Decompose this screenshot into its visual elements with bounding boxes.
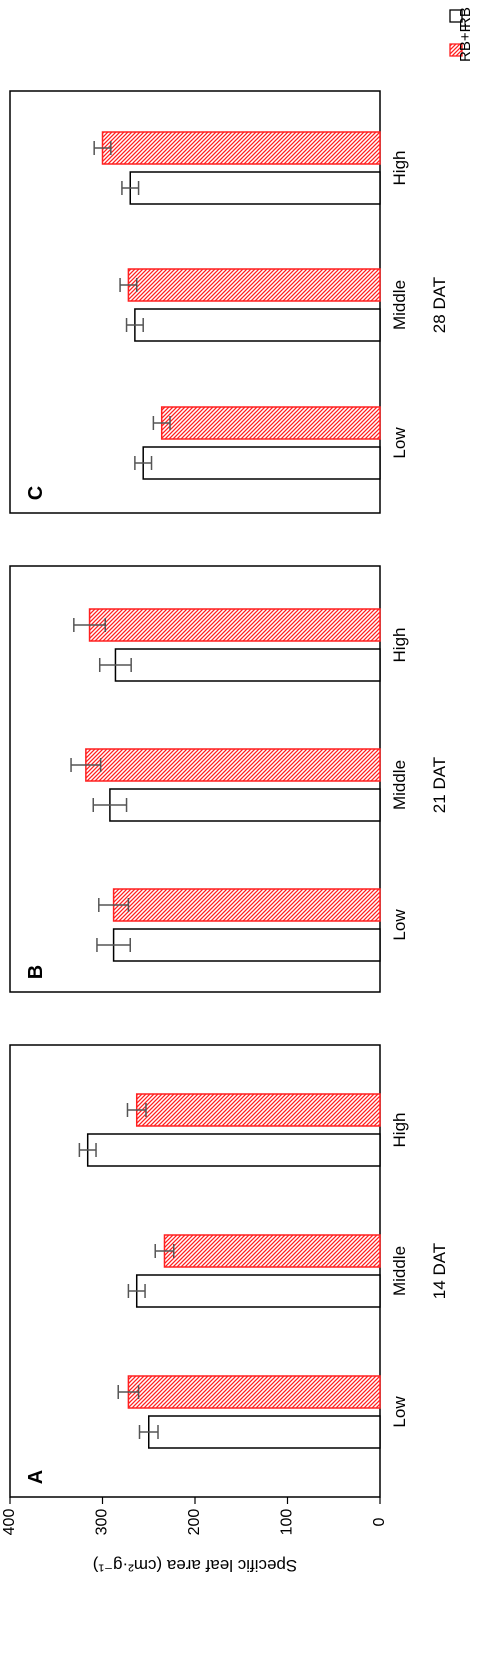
legend-swatch-rb: [449, 9, 463, 23]
tick-label: 100: [279, 1509, 296, 1536]
tick-label: 200: [186, 1509, 203, 1536]
bar-rb-f-low: [160, 406, 381, 440]
bar-rb-middle: [135, 1274, 381, 1308]
panel-a: Low Middle High A 14 DAT: [9, 1044, 449, 1498]
category-label: High: [390, 1113, 409, 1148]
bar-rb-middle: [109, 788, 381, 822]
category-label: Low: [390, 427, 409, 459]
tick-label: 300: [94, 1509, 111, 1536]
panel-letter: A: [25, 1470, 47, 1484]
panel-xlabel: 21 DAT: [430, 757, 449, 813]
category-label: Middle: [390, 1246, 409, 1296]
bar-rb-f-low: [127, 1375, 381, 1409]
bar-rb-middle: [134, 308, 381, 342]
category-label: Middle: [390, 760, 409, 810]
bar-rb-low: [112, 928, 381, 962]
panel-b: Low Middle High B 21 DAT: [9, 565, 449, 993]
bar-rb-high: [114, 648, 381, 682]
bar-rb-f-middle: [85, 748, 381, 782]
category-label: Middle: [390, 280, 409, 330]
category-label: High: [390, 628, 409, 663]
panel-letter: C: [25, 486, 47, 500]
bar-rb-f-high: [88, 608, 381, 642]
legend-label: RB+F: [457, 23, 474, 62]
tick-label: 400: [1, 1509, 18, 1536]
shared-value-axis: 0 100 200 300 400 Specific leaf area (cm²·g⁻¹…: [1, 1497, 388, 1575]
bar-rb-f-middle: [127, 268, 381, 302]
panels-group: Low Middle High A 14 DAT Low Middle High B 21 DAT…: [9, 90, 449, 1498]
panel-letter: B: [25, 965, 47, 979]
category-label: High: [390, 151, 409, 186]
legend-swatch-rb-f: [449, 43, 463, 57]
panel-xlabel: 28 DAT: [430, 277, 449, 333]
bar-rb-f-high: [101, 131, 381, 165]
value-axis-label: Specific leaf area (cm²·g⁻¹): [93, 1556, 298, 1575]
bar-rb-f-high: [135, 1093, 381, 1127]
panel-frame: [9, 90, 381, 514]
panel-c: Low Middle High C 28 DAT: [9, 90, 449, 514]
bar-rb-high: [129, 171, 381, 205]
category-label: Low: [390, 1396, 409, 1428]
bar-rb-low: [148, 1415, 381, 1449]
bar-rb-high: [86, 1133, 381, 1167]
legend-label: RB: [457, 7, 474, 28]
tick-label: 0: [371, 1517, 388, 1526]
bar-rb-low: [142, 446, 381, 480]
category-label: Low: [390, 909, 409, 941]
panel-xlabel: 14 DAT: [430, 1243, 449, 1299]
bar-rb-f-low: [112, 888, 381, 922]
bar-rb-f-middle: [163, 1234, 381, 1268]
